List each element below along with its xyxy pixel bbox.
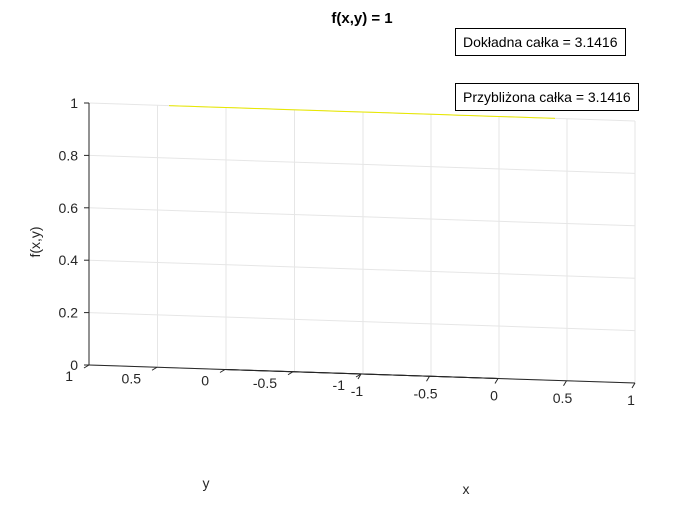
z-tick-label: 1	[70, 95, 78, 111]
x-tick-mark	[426, 375, 430, 382]
x-tick-mark	[563, 380, 567, 387]
x-tick-label: 1	[627, 392, 635, 408]
y-axis-label: y	[203, 475, 210, 491]
x-tick-label: 0.5	[553, 390, 573, 406]
y-tick-label: -0.5	[253, 375, 277, 391]
chart-title: f(x,y) = 1	[331, 10, 392, 27]
exact-integral-annotation: Dokładna całka = 3.1416	[455, 28, 626, 56]
surface-disk	[169, 105, 555, 119]
x-tick-mark	[494, 378, 499, 384]
x-tick-label: -0.5	[413, 385, 437, 401]
grid-lines	[88, 102, 636, 384]
z-axis-label: f(x,y)	[27, 226, 43, 257]
z-tick-label: 0.6	[59, 200, 79, 216]
approx-integral-annotation: Przybliżona całka = 3.1416	[455, 83, 639, 111]
y-tick-mark	[355, 373, 362, 378]
y-tick-label: 1	[65, 368, 73, 384]
z-tick-label: 0	[70, 357, 78, 373]
y-tick-label: 0.5	[122, 370, 142, 386]
y-tick-mark	[219, 369, 226, 373]
axis-lines	[88, 103, 636, 384]
z-tick-label: 0.8	[59, 147, 79, 163]
z-tick-label: 0.4	[59, 252, 79, 268]
y-tick-label: -1	[333, 377, 346, 393]
y-tick-mark	[287, 371, 294, 376]
z-tick-label: 0.2	[59, 305, 79, 321]
x-tick-label: 0	[490, 388, 498, 404]
x-tick-label: -1	[351, 383, 364, 399]
x-axis-label: x	[463, 481, 470, 497]
y-tick-label: 0	[201, 373, 209, 389]
x-tick-mark	[631, 382, 636, 389]
surface-fill	[169, 105, 555, 119]
y-tick-mark	[151, 366, 158, 371]
